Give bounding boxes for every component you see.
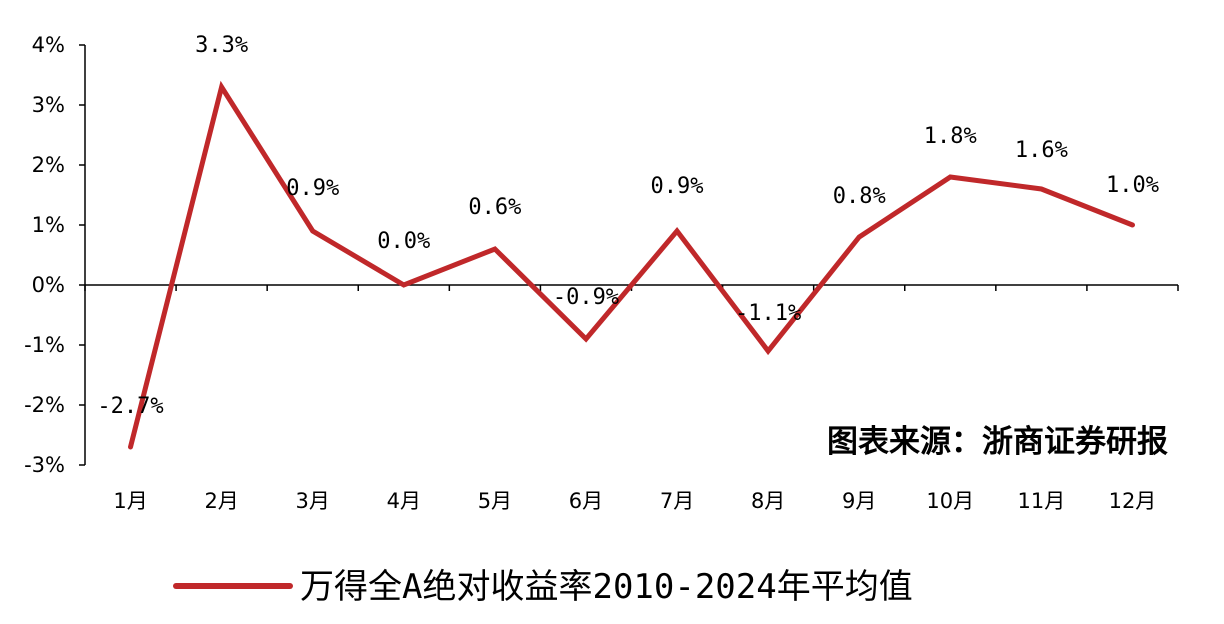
data-label: 1.0% (1106, 173, 1159, 198)
data-label: 1.6% (1015, 138, 1068, 163)
y-tick-label: 0% (32, 273, 65, 297)
data-label: 0.0% (377, 229, 430, 254)
data-label: -0.9% (553, 285, 619, 310)
series-line-group (128, 80, 1135, 450)
y-tick-label: -1% (24, 333, 65, 357)
x-axis: 1月 2月 3月 4月 5月 6月 7月 8月 9月 10月 11月 12月 (84, 284, 1179, 513)
x-tick-label: 10月 (926, 489, 974, 513)
x-tick-label: 6月 (569, 489, 603, 513)
source-note: 图表来源：浙商证券研报 (827, 424, 1168, 460)
y-tick-label: 3% (32, 93, 65, 117)
x-tick-label: 5月 (478, 489, 512, 513)
x-tick-label: 4月 (387, 489, 421, 513)
data-label: 0.6% (468, 195, 521, 220)
y-tick-label: 1% (32, 213, 65, 237)
x-tick-label: 7月 (660, 489, 694, 513)
legend-label: 万得全A绝对收益率2010-2024年平均值 (300, 567, 913, 607)
series-line (128, 80, 1135, 450)
y-tick-label: -3% (24, 453, 65, 477)
data-label: 1.8% (924, 124, 977, 149)
data-label: 3.3% (195, 33, 248, 58)
data-label: 0.8% (833, 184, 886, 209)
data-label: 0.9% (286, 176, 339, 201)
x-tick-label: 2月 (204, 489, 238, 513)
y-tick-label: -2% (24, 393, 65, 417)
data-label: 0.9% (651, 174, 704, 199)
y-tick-label: 2% (32, 153, 65, 177)
x-tick-label: 9月 (842, 489, 876, 513)
x-tick-label: 8月 (751, 489, 785, 513)
y-tick-label: 4% (32, 33, 65, 57)
data-label: -1.1% (735, 301, 801, 326)
x-tick-label: 1月 (113, 489, 147, 513)
x-tick-label: 3月 (296, 489, 330, 513)
x-tick-label: 11月 (1018, 489, 1066, 513)
legend: 万得全A绝对收益率2010-2024年平均值 (173, 567, 913, 607)
y-axis: -3% -2% -1% 0% 1% 2% 3% 4% (24, 33, 86, 477)
x-tick-label: 12月 (1109, 489, 1157, 513)
data-labels: -2.7% 3.3% 0.9% 0.0% 0.6% -0.9% 0.9% -1.1% 0.8% 1… (97, 33, 1159, 419)
data-label: -2.7% (97, 394, 163, 419)
